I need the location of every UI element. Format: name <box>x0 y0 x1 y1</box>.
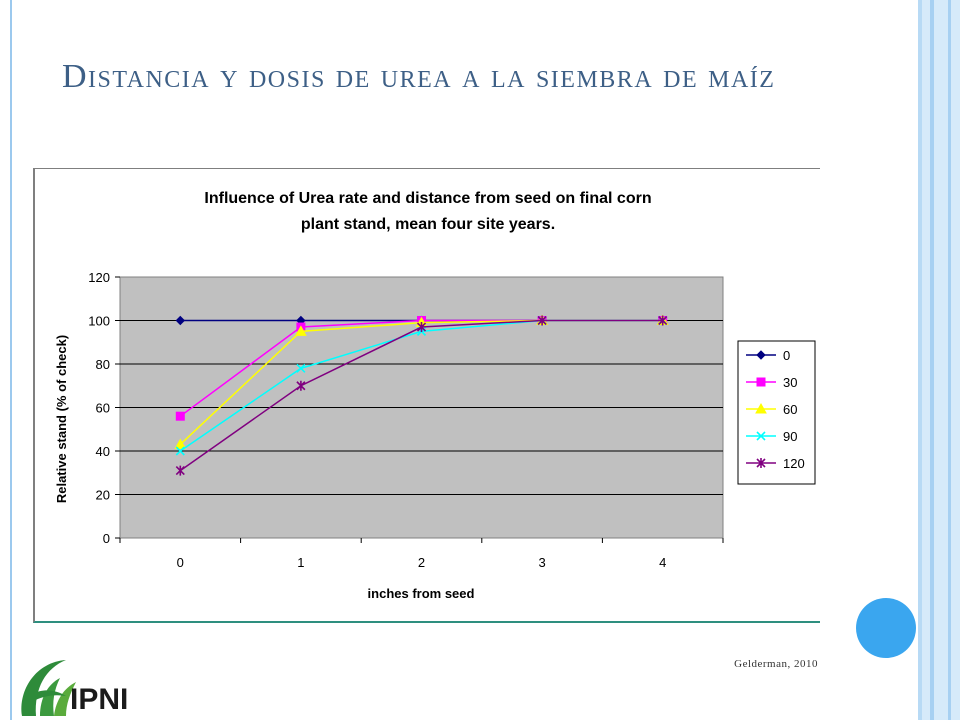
logo-text: IPNI <box>70 683 129 716</box>
y-tick-label: 60 <box>96 401 110 416</box>
x-tick-label: 4 <box>659 555 666 570</box>
y-tick-label: 0 <box>103 531 110 546</box>
legend-label-90: 90 <box>783 429 797 444</box>
decorative-circle <box>856 598 916 658</box>
slide-title: Distancia y dosis de urea a la siembra d… <box>62 58 776 95</box>
chart-title-line1: Influence of Urea rate and distance from… <box>204 190 651 207</box>
slide-stripe <box>951 0 960 720</box>
legend-marker-30 <box>756 377 766 387</box>
data-point-30 <box>175 411 185 421</box>
data-point-60 <box>295 325 307 336</box>
x-tick-label: 2 <box>418 555 425 570</box>
slide-stripe <box>922 0 930 720</box>
data-point-120 <box>537 315 547 326</box>
x-tick-label: 3 <box>538 555 545 570</box>
slide-stripe <box>934 0 948 720</box>
data-point-120 <box>175 465 185 476</box>
x-tick-label: 1 <box>297 555 304 570</box>
y-tick-label: 100 <box>88 314 110 329</box>
data-point-90 <box>175 446 185 456</box>
chart-container: Influence of Urea rate and distance from… <box>33 168 820 623</box>
data-point-0 <box>175 315 186 326</box>
legend-marker-90 <box>756 431 766 441</box>
x-tick-label: 0 <box>177 555 184 570</box>
source-citation: Gelderman, 2010 <box>734 658 818 670</box>
y-tick-label: 20 <box>96 488 110 503</box>
slide-frame-left <box>10 0 12 720</box>
legend-label-0: 0 <box>783 348 790 363</box>
y-tick-label: 120 <box>88 270 110 285</box>
data-point-60 <box>174 438 187 449</box>
line-chart: Influence of Urea rate and distance from… <box>54 190 816 601</box>
legend-marker-60 <box>755 402 767 414</box>
legend-marker-0 <box>756 350 766 360</box>
legend-label-30: 30 <box>783 375 797 390</box>
slide-stripe <box>930 0 934 720</box>
y-tick-label: 40 <box>96 444 110 459</box>
legend-label-60: 60 <box>783 402 797 417</box>
legend-label-120: 120 <box>783 456 805 471</box>
x-axis-label: inches from seed <box>368 586 475 601</box>
data-point-120 <box>416 322 427 333</box>
slide-stripe <box>948 0 951 720</box>
data-point-120 <box>658 315 668 326</box>
y-axis-label: Relative stand (% of check) <box>54 335 69 503</box>
chart-title-line2: plant stand, mean four site years. <box>301 216 555 233</box>
data-point-90 <box>296 363 306 373</box>
y-tick-label: 80 <box>96 357 110 372</box>
slide-frame-right <box>918 0 922 720</box>
ipni-logo <box>21 660 76 716</box>
data-point-120 <box>296 380 306 391</box>
legend-marker-120 <box>756 458 766 468</box>
legend-box <box>737 340 816 485</box>
